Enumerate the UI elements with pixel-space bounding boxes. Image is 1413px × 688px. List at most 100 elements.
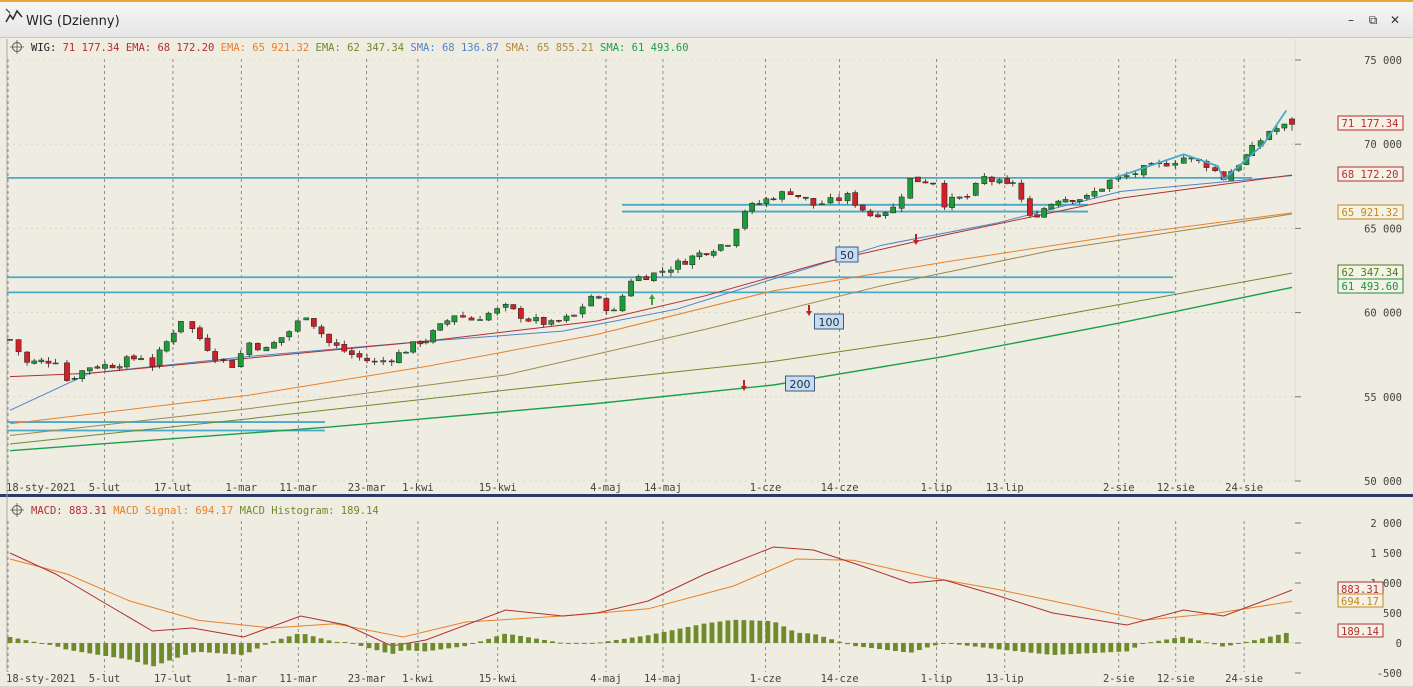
candle-body: [189, 321, 196, 329]
candle-body: [204, 337, 211, 351]
histogram-bar: [1140, 643, 1146, 644]
x-tick-label-macd: 1-cze: [750, 673, 782, 685]
legend-label: WIG:: [31, 42, 63, 54]
legend-value: 65 921.32: [252, 42, 309, 54]
candle-body: [956, 196, 963, 199]
candle-body: [149, 357, 156, 367]
legend-label: MACD Signal:: [107, 505, 196, 517]
x-tick-label-macd: 1-lip: [921, 673, 953, 685]
move-handle-icon: [10, 503, 24, 517]
x-tick-label-price: 1-lip: [921, 482, 953, 494]
candle-body: [930, 182, 936, 185]
x-tick-label-price: 4-maj: [590, 482, 622, 494]
histogram-bar: [47, 643, 53, 645]
candle-body: [116, 366, 123, 369]
price-value-tag-text: 65 921.32: [1342, 207, 1399, 219]
price-value-tag: [1337, 115, 1404, 131]
histogram-bar: [191, 643, 196, 653]
trend-line: [1109, 110, 1288, 182]
candle-body: [15, 339, 22, 353]
histogram-bar: [1236, 643, 1241, 644]
ma-label-box: [785, 375, 815, 392]
histogram-bar: [103, 643, 109, 656]
candle-body: [388, 360, 395, 363]
legend-value: 65 855.21: [537, 42, 594, 54]
candle-body: [1249, 145, 1255, 156]
histogram-bar: [111, 643, 117, 658]
histogram-bar: [1156, 640, 1162, 643]
legend-label: SMA:: [499, 42, 537, 54]
candle-body: [156, 349, 163, 367]
candle-body: [859, 204, 866, 211]
histogram-bar: [1076, 643, 1082, 654]
macd-histogram: [7, 619, 1289, 667]
y-tick-label-price: 55 000: [1364, 392, 1402, 404]
candle-body: [410, 341, 416, 353]
legend-label: EMA:: [309, 42, 347, 54]
histogram-bar: [438, 643, 444, 650]
histogram-bar: [565, 642, 571, 644]
histogram-bar: [1251, 640, 1257, 643]
candle-body: [981, 176, 988, 184]
ma-label-text: 50: [840, 249, 854, 262]
histogram-bar: [406, 643, 412, 651]
candle-body: [763, 198, 770, 204]
histogram-bar: [877, 643, 882, 650]
x-tick-label-macd: 23-mar: [348, 673, 386, 685]
histogram-bar: [733, 619, 739, 643]
candle-body: [212, 351, 218, 361]
price-value-tag: [1337, 204, 1404, 220]
histogram-bar: [837, 641, 842, 643]
restore-button[interactable]: ⧉: [1368, 13, 1378, 27]
candle-body: [827, 197, 834, 204]
sma-50-line: [9, 175, 1293, 411]
histogram-bar: [629, 637, 635, 643]
x-tick-label-price: 5-lut: [89, 482, 121, 494]
candle-body: [371, 360, 378, 363]
histogram-bar: [310, 636, 316, 643]
candle-body: [898, 196, 905, 209]
minimize-button[interactable]: –: [1348, 13, 1354, 27]
x-tick-label-macd: 14-maj: [644, 673, 682, 685]
candle-body: [533, 317, 539, 322]
histogram-bar: [781, 626, 787, 643]
legend-label: MACD:: [31, 505, 69, 517]
candle-body: [349, 350, 355, 355]
candle-body: [1034, 214, 1040, 218]
x-tick-label-macd: 1-kwi: [402, 673, 434, 685]
candle-body: [941, 182, 948, 208]
histogram-bar: [199, 643, 204, 653]
histogram-bar: [1036, 643, 1042, 654]
histogram-bar: [1124, 643, 1130, 652]
histogram-bar: [470, 643, 476, 644]
legend-label: MACD Histogram:: [233, 505, 340, 517]
histogram-bar: [1244, 641, 1249, 643]
histogram-bar: [589, 642, 595, 644]
candle-body: [703, 253, 710, 256]
candle-body: [485, 312, 492, 321]
histogram-bar: [1212, 643, 1217, 645]
legend-value: 71 177.34: [63, 42, 120, 54]
y-tick-label-price: 50 000: [1364, 476, 1402, 488]
histogram-bar: [805, 633, 811, 643]
histogram-bar: [1028, 643, 1034, 653]
x-tick-label-price: 14-maj: [644, 482, 682, 494]
histogram-bar: [1172, 638, 1178, 643]
histogram-bar: [1164, 639, 1170, 643]
y-tick-label-macd: 1 500: [1370, 548, 1402, 560]
close-button[interactable]: ✕: [1389, 13, 1401, 27]
histogram-bar: [1020, 643, 1026, 652]
price-value-tag-text: 71 177.34: [1342, 118, 1399, 130]
histogram-bar: [294, 633, 300, 643]
histogram-bar: [430, 643, 436, 651]
histogram-bar: [1084, 643, 1090, 654]
histogram-bar: [318, 638, 324, 643]
histogram-bar: [382, 643, 388, 653]
candle-body: [914, 176, 921, 183]
price-value-tag: [1337, 166, 1404, 182]
title-bar[interactable]: WIG (Dzienny) – ⧉ ✕: [0, 2, 1413, 38]
histogram-bar: [31, 641, 37, 643]
histogram-bar: [621, 638, 627, 643]
